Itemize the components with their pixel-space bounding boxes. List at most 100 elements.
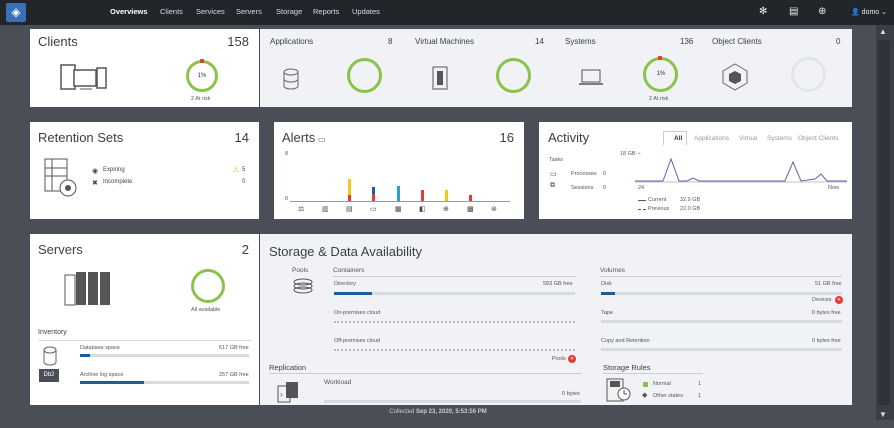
servers-panel[interactable]: Servers 2 All available Inventory Databa…	[30, 234, 259, 405]
alerts-count: 16	[499, 130, 514, 145]
tab-applications[interactable]: Applications	[694, 135, 730, 142]
nav-storage[interactable]: Storage	[276, 7, 303, 16]
replication-icon[interactable]: ›	[277, 380, 299, 408]
expiring-label: Expiring	[103, 167, 125, 173]
applications-title[interactable]: Applications	[270, 37, 314, 46]
nav-updates[interactable]: Updates	[352, 7, 380, 16]
alert-category-icon[interactable]: ⊛	[491, 206, 497, 213]
alert-category-icon[interactable]: ▭	[370, 206, 377, 213]
archive-log-space-label: Archive log space	[80, 372, 124, 378]
nav-reports[interactable]: Reports	[313, 7, 340, 16]
servers-available-donut[interactable]	[191, 269, 225, 303]
processes-label: Processes	[571, 171, 597, 177]
retention-sets-icon	[44, 158, 78, 202]
activity-panel[interactable]: Activity All Applications Virtual System…	[539, 122, 852, 219]
processes-icon: ▭	[550, 171, 557, 178]
pools-error-icon[interactable]: ✕	[568, 355, 576, 363]
scrollbar-thumb[interactable]	[878, 40, 890, 405]
tab-virtual[interactable]: Virtual	[739, 135, 758, 142]
systems-risk-marker	[658, 56, 662, 60]
user-menu[interactable]: 👤 domo ⌄	[851, 9, 887, 16]
alert-bar[interactable]	[421, 190, 424, 201]
alert-category-icon[interactable]: ▦	[395, 206, 402, 213]
alert-category-icon[interactable]: ▥	[322, 206, 329, 213]
alert-bar[interactable]	[372, 194, 375, 201]
normal-value: 1	[698, 381, 702, 387]
alerts-y-top: 8	[285, 151, 289, 157]
alerts-panel[interactable]: Alerts ▭ 16 8 0 ⚖ ▥ ▤ ▭ ▦ ◧ ⊕ ▩ ⊛	[274, 122, 524, 219]
off-premises-cloud-label: Off-premises cloud	[334, 338, 381, 344]
activity-scale-label[interactable]: 18 GB	[620, 151, 636, 157]
storage-rules-icon[interactable]	[606, 378, 632, 406]
nav-servers[interactable]: Servers	[236, 7, 262, 16]
tape-label: Tape	[601, 310, 613, 316]
nav-overviews[interactable]: Overviews	[110, 7, 148, 16]
servers-title: Servers	[38, 242, 83, 257]
volumes-label: Volumes	[600, 267, 625, 274]
scroll-up-icon[interactable]: ▲	[879, 27, 887, 36]
replication-divider	[269, 373, 581, 374]
activity-title: Activity	[548, 130, 590, 145]
activity-x-end: Now	[828, 185, 840, 191]
object-clients-donut[interactable]	[791, 57, 826, 92]
tab-object-clients[interactable]: Object Clients	[798, 135, 839, 142]
pools-alert-label[interactable]: Pools	[552, 356, 566, 362]
virtual-machines-title[interactable]: Virtual Machines	[415, 37, 474, 46]
app-logo-icon[interactable]: ◈	[6, 3, 26, 22]
sessions-icon: ⧉	[550, 182, 555, 189]
alert-bar[interactable]	[397, 186, 400, 201]
pools-icon[interactable]	[292, 278, 314, 298]
object-clients-count: 0	[836, 37, 841, 46]
alert-category-icon[interactable]: ⚖	[298, 206, 305, 213]
document-icon[interactable]: ▤	[789, 6, 799, 17]
alert-category-icon[interactable]: ▩	[467, 206, 474, 213]
servers-count: 2	[241, 242, 249, 257]
archive-log-space-bar[interactable]	[80, 381, 144, 384]
workload-label: Workload	[324, 379, 352, 386]
inventory-divider	[38, 340, 251, 341]
other-states-label: Other states	[653, 393, 683, 399]
systems-title[interactable]: Systems	[565, 37, 596, 46]
tab-all[interactable]: All	[674, 135, 683, 142]
object-clients-title[interactable]: Object Clients	[712, 37, 762, 46]
help-icon[interactable]: ⊕	[818, 6, 827, 17]
activity-line-chart[interactable]	[635, 155, 847, 185]
database-space-bar[interactable]	[80, 354, 90, 357]
storage-data-availability-panel[interactable]: Storage & Data Availability Pools Contai…	[260, 234, 852, 405]
servers-rack-icon	[64, 270, 114, 312]
alerts-folder-icon[interactable]: ▭	[318, 135, 326, 144]
chevron-down-icon[interactable]: ⌄	[637, 150, 642, 156]
storage-title: Storage & Data Availability	[269, 244, 422, 259]
directory-bar[interactable]	[334, 292, 372, 295]
alert-bar[interactable]	[469, 195, 472, 201]
alert-category-icon[interactable]: ◧	[419, 206, 426, 213]
nav-clients[interactable]: Clients	[160, 7, 183, 16]
tab-all-box	[663, 131, 687, 145]
scroll-down-icon[interactable]: ▼	[879, 410, 887, 419]
workload-track	[324, 400, 581, 403]
alert-category-icon[interactable]: ▤	[346, 206, 353, 213]
alert-category-icon[interactable]: ⊕	[443, 206, 449, 213]
clients-title: Clients	[38, 34, 78, 49]
sessions-label: Sessions	[571, 185, 594, 191]
tab-systems[interactable]: Systems	[767, 135, 792, 142]
applications-donut[interactable]	[347, 58, 382, 93]
retention-sets-panel[interactable]: Retention Sets 14 ◉ Expiring ⚠ 5 ✖ Incom…	[30, 122, 259, 219]
object-clients-cube-icon	[722, 63, 748, 95]
database-space-label: Database space	[80, 345, 120, 351]
alert-bar[interactable]	[348, 179, 351, 201]
containers-divider	[333, 276, 576, 277]
alert-bar[interactable]	[348, 195, 351, 201]
tape-track	[601, 320, 842, 323]
clients-panel[interactable]: Clients 158 1% 2 At risk	[30, 29, 259, 107]
virtual-machines-donut[interactable]	[496, 58, 531, 93]
disk-bar[interactable]	[601, 292, 615, 295]
alert-bar[interactable]	[445, 190, 448, 201]
nav-services[interactable]: Services	[196, 7, 225, 16]
devices-alert-label[interactable]: Devices	[812, 297, 832, 303]
database-icon	[42, 346, 58, 370]
disk-free: 51 GB free	[815, 281, 842, 287]
devices-error-icon[interactable]: ✕	[835, 296, 843, 304]
disk-track	[601, 292, 842, 295]
settings-gear-icon[interactable]: ✻	[759, 6, 768, 17]
